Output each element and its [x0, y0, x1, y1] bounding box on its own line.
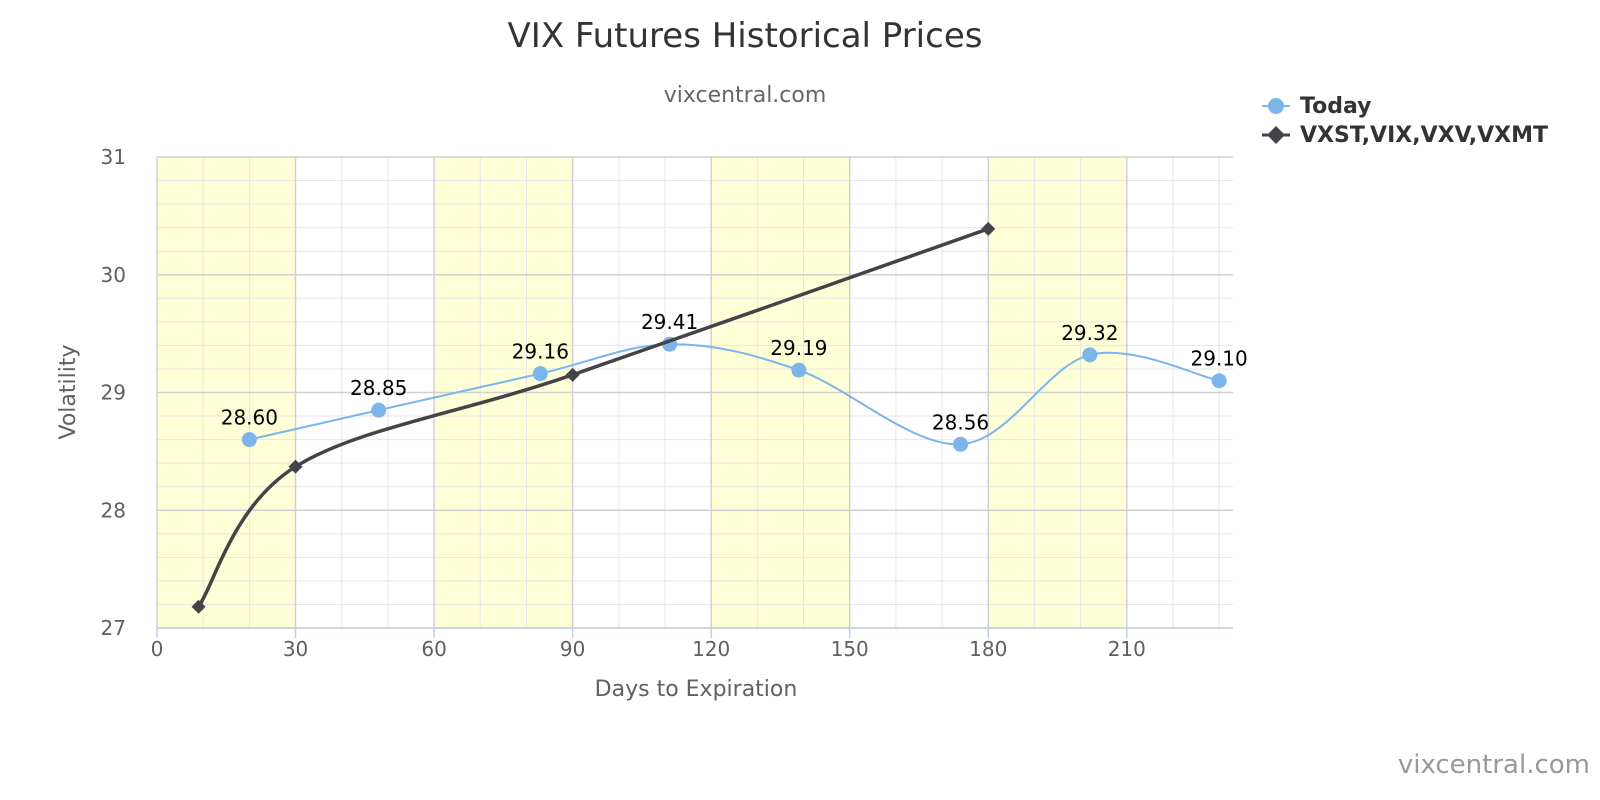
data-label: 29.10 [1191, 347, 1248, 371]
today-point[interactable] [532, 366, 548, 382]
data-label: 29.41 [641, 310, 698, 334]
data-label: 29.32 [1061, 321, 1118, 345]
term-structure-point[interactable] [981, 221, 996, 236]
x-tick-label: 210 [1108, 637, 1146, 661]
series-layer [191, 221, 1227, 614]
data-label: 28.56 [932, 410, 989, 434]
term-structure-point[interactable] [288, 459, 303, 474]
x-axis-title: Days to Expiration [595, 677, 798, 702]
chart-subtitle: vixcentral.com [664, 83, 827, 108]
term-structure-point[interactable] [191, 599, 206, 614]
series-line-0 [249, 343, 1220, 446]
data-label: 28.60 [221, 406, 278, 430]
legend-item-term-structure[interactable]: VXST,VIX,VXV,VXMT [1262, 123, 1548, 148]
data-label: 29.19 [770, 336, 827, 360]
legend-item-today[interactable]: Today [1262, 94, 1371, 119]
today-point[interactable] [241, 432, 257, 448]
today-point[interactable] [371, 402, 387, 418]
x-tick-label: 90 [560, 637, 585, 661]
axes: 0 30 60 90 120 150 180 210 27 28 29 30 31 [101, 145, 1233, 661]
x-tick-label: 150 [831, 637, 869, 661]
y-axis-title: Volatility [56, 344, 81, 439]
circle-marker-icon [1268, 98, 1284, 114]
y-tick-label: 29 [101, 381, 126, 405]
data-label: 28.85 [350, 376, 407, 400]
series-line-1 [197, 227, 989, 608]
chart-title: VIX Futures Historical Prices [508, 16, 983, 56]
today-point[interactable] [791, 362, 807, 378]
credits-link[interactable]: vixcentral.com [1398, 750, 1590, 780]
data-labels: 28.60 28.85 29.16 29.41 29.19 28.56 29.32 29.10 [221, 310, 1248, 434]
y-tick-label: 30 [101, 263, 126, 287]
y-tick-label: 31 [101, 145, 126, 169]
y-tick-label: 28 [101, 498, 126, 522]
x-tick-label: 180 [969, 637, 1007, 661]
x-tick-label: 0 [151, 637, 164, 661]
today-point[interactable] [953, 436, 969, 452]
today-point[interactable] [1211, 373, 1227, 389]
diamond-marker-icon [1267, 126, 1285, 144]
grid-lines [156, 156, 1233, 629]
data-label: 29.16 [512, 340, 569, 364]
x-tick-label: 120 [692, 637, 730, 661]
x-tick-label: 30 [283, 637, 308, 661]
legend-label-term-structure: VXST,VIX,VXV,VXMT [1300, 123, 1548, 148]
legend-label-today: Today [1300, 94, 1371, 119]
term-structure-point[interactable] [565, 367, 580, 382]
legend: Today VXST,VIX,VXV,VXMT [1262, 94, 1548, 148]
today-point[interactable] [1082, 347, 1098, 363]
x-tick-label: 60 [421, 637, 446, 661]
y-tick-label: 27 [101, 616, 126, 640]
